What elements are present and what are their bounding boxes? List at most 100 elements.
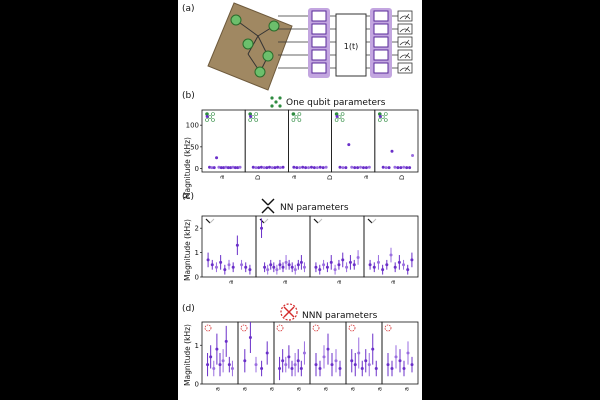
green-dot: [278, 96, 282, 100]
data-point: [341, 258, 345, 262]
x-tick-label: a: [403, 387, 411, 391]
panel-c-ylabel: Magnitude (kHz): [183, 219, 192, 281]
data-point: [324, 165, 328, 169]
data-point: [399, 166, 403, 170]
cross-stroke: [261, 206, 269, 214]
data-point: [367, 165, 371, 169]
inset-bond: [371, 218, 377, 224]
data-point: [262, 166, 266, 170]
data-point: [270, 166, 274, 170]
data-point: [226, 166, 230, 170]
data-point: [408, 166, 412, 170]
data-point: [360, 367, 364, 370]
data-point: [284, 260, 288, 264]
data-point: [268, 165, 272, 169]
data-point: [206, 363, 210, 367]
data-point: [224, 165, 228, 169]
data-point: [372, 265, 376, 269]
data-point: [278, 166, 282, 170]
data-point: [322, 263, 326, 267]
data-point: [367, 363, 371, 367]
data-point: [215, 347, 219, 351]
data-point: [386, 363, 390, 367]
data-point: [402, 367, 406, 370]
data-point: [326, 347, 330, 351]
gate-box: [373, 49, 389, 61]
panel-b-title: One qubit parameters: [286, 98, 386, 108]
x-tick-label: a: [241, 387, 249, 391]
gate-box: [373, 36, 389, 48]
data-point: [293, 268, 297, 272]
data-point: [321, 166, 325, 170]
data-point: [325, 265, 329, 269]
gate-box: [311, 23, 327, 35]
inset-bond: [348, 324, 356, 332]
data-point: [406, 268, 410, 272]
data-point: [356, 255, 360, 259]
data-point: [341, 166, 345, 170]
data-point: [405, 166, 409, 170]
data-point: [356, 166, 360, 170]
data-point: [393, 165, 397, 169]
data-point: [254, 363, 258, 367]
data-point: [276, 165, 280, 169]
qubit-node: [230, 14, 242, 26]
data-point: [254, 166, 258, 170]
data-point: [350, 165, 354, 169]
inset-bond: [367, 218, 373, 224]
inset-qubit-marker: [334, 118, 339, 122]
data-point: [227, 363, 231, 367]
data-point: [390, 149, 394, 153]
inset-qubit-marker: [297, 112, 302, 116]
data-point: [350, 359, 354, 363]
data-point: [410, 258, 414, 262]
panel-d-ylabel: Magnitude (kHz): [183, 324, 192, 386]
data-point: [411, 154, 415, 158]
x-tick-label: a: [290, 175, 298, 179]
inset-qubit-marker: [340, 118, 345, 122]
x-tick-label: D: [326, 175, 334, 180]
chip-diagram: [207, 2, 293, 91]
data-point: [359, 165, 363, 169]
green-dot: [278, 104, 282, 108]
inset-qubit-marker: [248, 118, 252, 122]
data-point: [273, 166, 277, 170]
data-point: [353, 363, 357, 367]
data-point: [318, 367, 322, 370]
data-point: [210, 263, 214, 267]
data-point: [296, 359, 300, 363]
data-point: [287, 263, 291, 267]
data-point: [281, 165, 285, 169]
data-point: [357, 351, 361, 355]
data-point: [236, 166, 240, 170]
data-point: [333, 268, 337, 272]
data-point: [347, 143, 351, 147]
data-point: [394, 355, 398, 359]
x-tick-label: a: [349, 387, 357, 391]
data-point: [230, 367, 234, 370]
data-point: [378, 115, 382, 119]
gate-box: [373, 23, 389, 35]
x-tick-label: a: [214, 387, 222, 391]
data-point: [402, 263, 406, 267]
data-point: [290, 367, 294, 370]
x-tick-label: a: [389, 280, 397, 284]
data-point: [260, 367, 264, 370]
meter-icon: [399, 52, 411, 59]
data-point: [292, 165, 296, 169]
inset-qubit-marker: [208, 115, 212, 119]
data-point: [208, 165, 212, 169]
gate-box: [311, 10, 327, 22]
inset-qubit-marker: [291, 118, 296, 122]
inset-bond: [263, 218, 269, 224]
data-point: [348, 260, 352, 264]
data-point: [304, 166, 308, 170]
qubit-node: [254, 66, 266, 78]
paper-figure: (a) 1(t): [178, 0, 422, 400]
data-point: [209, 355, 213, 359]
cross-stroke: [267, 206, 275, 214]
data-point: [318, 165, 322, 169]
data-point: [298, 166, 302, 170]
data-point: [215, 156, 219, 160]
data-point: [393, 265, 397, 269]
